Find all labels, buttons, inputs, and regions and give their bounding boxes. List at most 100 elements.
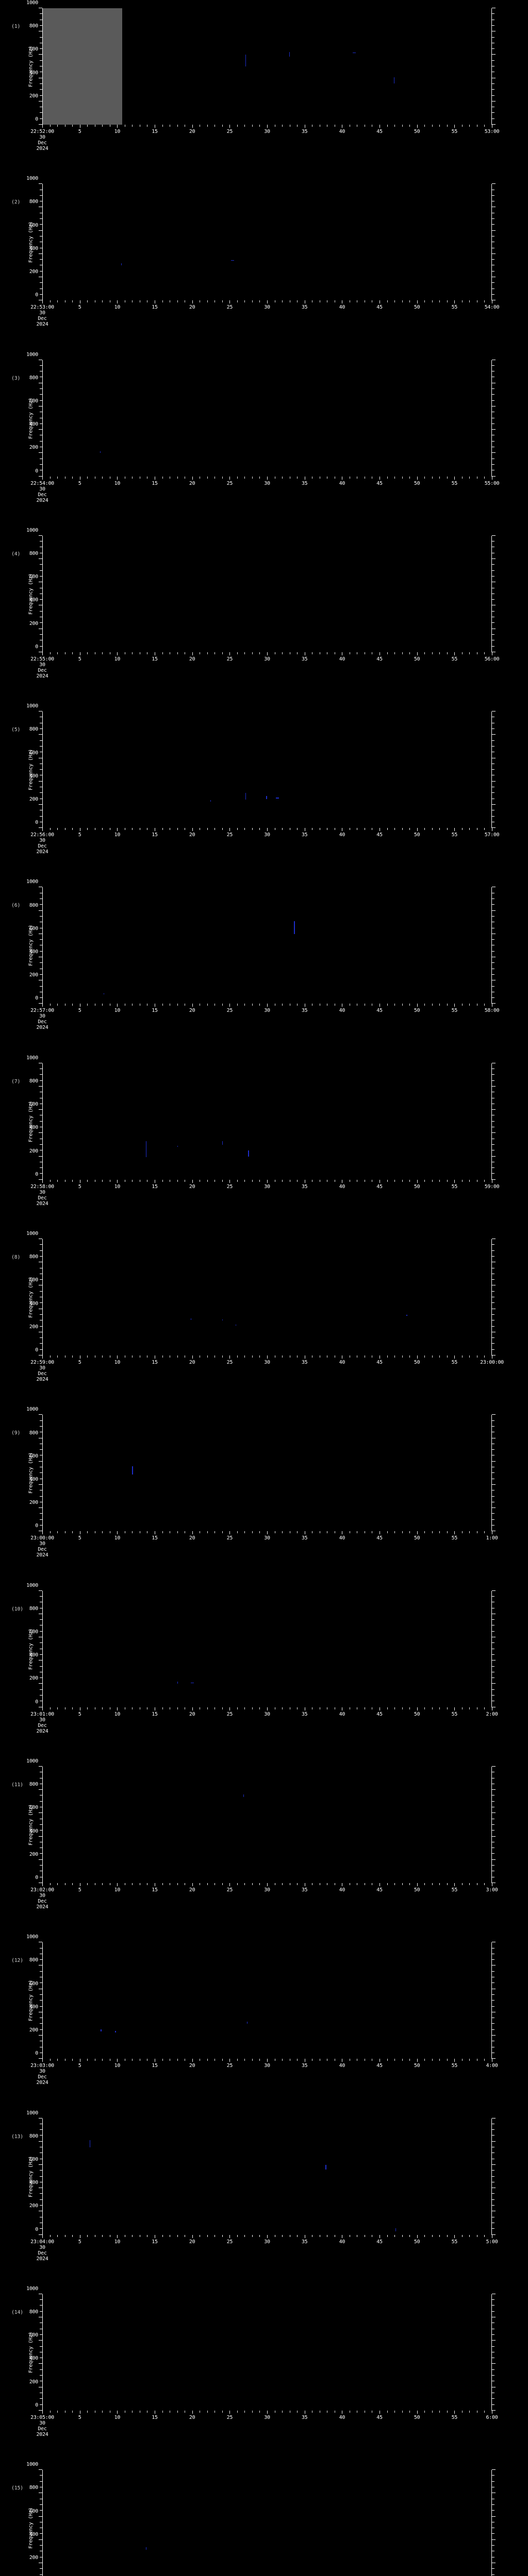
y-tick (40, 1349, 42, 1350)
x-tick (192, 652, 193, 655)
x-tick-label: 23:05:00 30 Dec 2024 (30, 2415, 54, 2437)
x-tick (42, 652, 43, 655)
x-tick (387, 1355, 388, 1358)
plot-area: 0 200 400 600 800 1000 22:53:00 30 Dec 2024 5 10 15 2… (26, 176, 499, 328)
y-tick-label: 400 (29, 949, 38, 955)
x-tick-label: 20 (189, 1711, 195, 1717)
x-tick (259, 1004, 260, 1006)
y-tick (40, 2568, 42, 2569)
x-tick (267, 652, 268, 655)
x-tick (439, 1004, 440, 1006)
y-tick-label: 0 (35, 643, 38, 650)
y-tick-label: 600 (29, 1453, 38, 1459)
y-tick (40, 1959, 42, 1960)
x-tick-label: 55 (451, 1887, 458, 1893)
x-tick (439, 1179, 440, 1182)
x-tick (387, 1883, 388, 1885)
x-tick-label: 35 (301, 1183, 308, 1190)
y-tick-right (492, 1167, 494, 1168)
y-tick (40, 1525, 42, 1526)
y-tick-right (492, 25, 494, 26)
x-tick (214, 2410, 216, 2413)
plot-area: 0 200 400 600 800 1000 23:05:00 30 Dec 2024 5 10 15 2… (26, 2286, 498, 2437)
y-tick-label: 1000 (26, 527, 38, 533)
detection-mark (177, 1146, 178, 1147)
x-tick (207, 1531, 208, 1534)
x-tick-label: 6:00 (486, 2414, 498, 2420)
x-tick (222, 1883, 223, 1885)
y-tick (40, 218, 42, 219)
x-tick (72, 1707, 73, 1709)
x-tick (214, 2234, 216, 2237)
x-tick (117, 1179, 118, 1183)
x-tick (244, 2059, 245, 2061)
x-tick-label: 45 (376, 1711, 383, 1717)
y-tick (40, 986, 42, 987)
y-tick-right (492, 1179, 496, 1180)
y-axis-spine-right (491, 1766, 492, 1883)
x-tick (50, 1883, 51, 1885)
y-tick (39, 1109, 42, 1110)
x-tick (267, 1179, 268, 1183)
x-tick-label-time: 22:59:00 (30, 1360, 54, 1366)
x-tick (297, 1004, 298, 1006)
x-tick (50, 125, 51, 127)
plot-area: 0200400600800100023:06:0030Dec2024510152… (26, 2462, 496, 2576)
x-tick (42, 300, 43, 304)
x-tick (461, 1355, 463, 1358)
y-tick-right (492, 440, 494, 442)
x-tick (229, 1355, 230, 1359)
x-tick (50, 2059, 51, 2061)
x-tick (192, 2234, 193, 2238)
x-tick (297, 2234, 298, 2237)
x-tick (484, 125, 485, 127)
x-tick (87, 1179, 88, 1182)
y-tick (39, 804, 42, 805)
x-tick (259, 300, 260, 303)
x-tick (102, 1355, 103, 1358)
x-tick (177, 476, 178, 479)
y-tick-right (492, 1525, 494, 1526)
x-tick (244, 2410, 245, 2413)
x-tick-label: 22:57:00 30 Dec 2024 (30, 1008, 54, 1030)
x-tick-label-date-line: Dec (38, 1547, 47, 1553)
x-tick-label: 53:00 (484, 129, 500, 134)
x-tick-label-date-line: Dec (38, 1898, 47, 1904)
x-tick-label: 5 (78, 1887, 81, 1893)
y-tick-right (492, 646, 494, 647)
x-tick (439, 125, 440, 127)
y-tick-right (492, 1689, 494, 1690)
y-axis-spine-right (491, 1942, 492, 2059)
y-tick-right (492, 1449, 494, 1450)
x-tick (461, 1179, 463, 1182)
x-tick-label: 56:00 (484, 656, 500, 662)
x-tick-label: 15 (152, 656, 158, 662)
x-tick-label: 20 (189, 1008, 195, 1014)
detection-mark (245, 793, 246, 800)
x-tick-label: 40 (339, 2063, 345, 2069)
x-tick-label-time: 22:54:00 (30, 480, 54, 486)
x-tick (229, 828, 230, 832)
x-tick-label: 5 (78, 480, 81, 486)
x-tick (102, 125, 103, 127)
x-tick (177, 652, 178, 654)
y-tick-right (492, 1853, 494, 1854)
x-tick (417, 476, 418, 480)
x-tick (417, 300, 418, 304)
y-tick (39, 1766, 42, 1767)
x-tick-label-date-line: 30 (39, 838, 45, 844)
x-tick (454, 1531, 455, 1535)
x-tick (252, 476, 253, 479)
x-tick (387, 125, 388, 127)
x-tick-label: 55 (451, 1183, 458, 1190)
y-tick-label: 400 (29, 245, 38, 251)
panel-index-label: (1) (11, 24, 21, 29)
panel-index-label: (8) (11, 1255, 21, 1261)
x-tick-label: 40 (339, 1887, 345, 1893)
y-tick-label: 200 (29, 1851, 38, 1857)
y-tick-right (492, 1343, 494, 1344)
y-tick-right (492, 1173, 494, 1174)
x-tick (282, 1355, 283, 1358)
x-tick (50, 828, 51, 831)
x-tick (447, 1883, 448, 1885)
